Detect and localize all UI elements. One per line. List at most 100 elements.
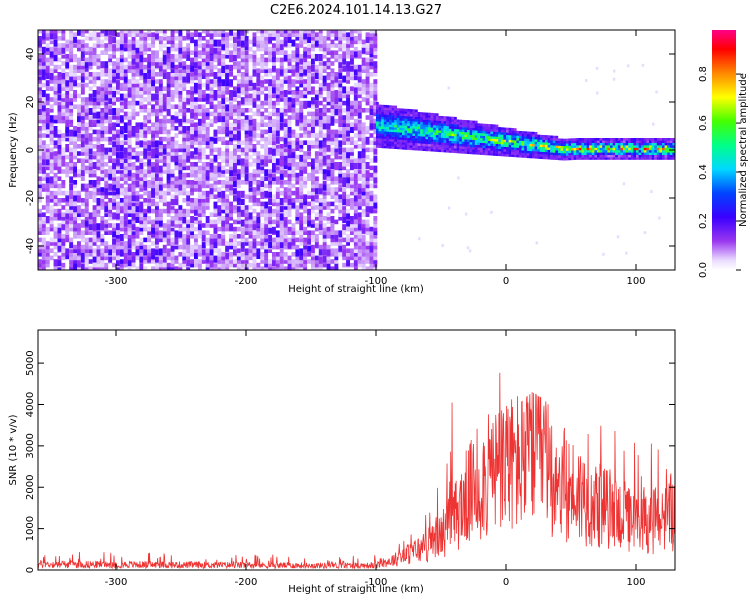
spectrogram-cell — [170, 68, 175, 73]
spectrogram-cell — [104, 72, 109, 77]
spectrogram-cell — [65, 115, 70, 120]
spectrogram-cell — [201, 129, 206, 135]
spectrogram-cell — [264, 93, 269, 101]
spectrogram-cell — [147, 100, 152, 106]
spectrogram-cell — [318, 169, 323, 174]
spectrogram-cell — [69, 72, 74, 77]
spectrogram-cell — [318, 111, 323, 117]
spectrogram-cell — [119, 198, 124, 203]
spectrogram-cell — [116, 61, 120, 66]
spectrogram-cell — [190, 162, 194, 167]
spectrogram-cell — [41, 252, 46, 257]
spectrogram-cell — [139, 172, 144, 178]
spectrogram-cell — [248, 100, 253, 106]
spectrogram-cell — [602, 252, 605, 256]
spectrogram-cell — [143, 39, 148, 45]
spectrogram-cell — [131, 64, 136, 70]
spectrogram-cell — [353, 248, 358, 253]
spectrogram-cell — [322, 61, 327, 66]
spectrogram-cell — [116, 144, 120, 151]
spectrogram-cell — [209, 144, 214, 149]
spectrogram-cell — [38, 151, 42, 156]
spectrogram-cell — [155, 126, 159, 131]
spectrogram-cell — [61, 111, 66, 117]
spectrogram-cell — [147, 226, 152, 232]
spectrogram-cell — [225, 147, 230, 153]
spectrogram-cell — [155, 162, 159, 167]
spectrogram-cell — [311, 104, 315, 109]
spectrogram-cell — [299, 82, 304, 88]
spectrogram-cell — [108, 36, 113, 41]
spectrogram-cell — [244, 165, 249, 173]
spectrogram-cell — [139, 75, 144, 81]
spectrogram-cell — [158, 93, 163, 99]
spectrogram-cell — [318, 147, 323, 153]
spectrogram-cell — [147, 61, 152, 69]
spectrogram-cell — [119, 50, 124, 55]
spectrogram-cell — [69, 136, 74, 142]
spectrogram-cell — [84, 241, 89, 246]
spectrogram-cell — [225, 226, 230, 232]
spectrogram-cell — [112, 158, 116, 163]
spectrogram-cell — [342, 244, 347, 250]
spectrogram-cell — [84, 208, 89, 214]
spectrogram-cell — [361, 208, 366, 214]
spectrogram-cell — [190, 234, 194, 239]
spectrogram-cell — [350, 126, 354, 133]
spectrogram-cell — [376, 140, 379, 143]
spectrogram-cell — [201, 230, 206, 235]
spectrogram-cell — [170, 115, 175, 120]
spectrogram-cell — [616, 235, 620, 239]
spectrogram-cell — [100, 136, 105, 142]
spectrogram-cell — [361, 165, 366, 171]
spectrogram-cell — [88, 100, 93, 106]
spectrogram-cell — [65, 169, 70, 174]
spectrogram-cell — [182, 115, 187, 123]
spectrogram-cell — [131, 129, 136, 137]
spectrogram-cell — [287, 140, 292, 145]
spectrogram-cell — [38, 176, 42, 181]
spectrogram-cell — [158, 46, 163, 52]
spectrogram-cell — [61, 97, 66, 102]
spectrogram-cell — [361, 151, 366, 159]
spectrogram-cell — [318, 219, 323, 225]
spectrogram-cell — [229, 208, 233, 214]
spectrogram-cell — [252, 172, 257, 178]
spectrogram-cell — [260, 223, 265, 228]
spectrogram-cell — [229, 244, 233, 250]
spectrogram-cell — [38, 30, 42, 34]
spectrogram-cell — [229, 234, 233, 239]
spectrogram-cell — [139, 151, 144, 156]
spectrogram-cell — [194, 252, 198, 259]
spectrogram-cell — [326, 140, 331, 145]
spectrogram-cell — [178, 266, 183, 270]
spectrogram-cell — [240, 90, 245, 95]
spectrogram-cell — [283, 259, 288, 264]
spectrogram-cell — [240, 61, 245, 66]
spectrogram-cell — [147, 129, 152, 135]
spectrogram-cell — [287, 43, 292, 48]
spectrogram-cell — [143, 198, 148, 203]
spectrogram-cell — [77, 266, 81, 270]
spectrogram-cell — [197, 126, 202, 131]
spectrogram-cell — [425, 119, 429, 123]
spectrogram-cell — [49, 194, 54, 199]
spectrogram-cell — [69, 115, 74, 120]
spectrogram-cell — [287, 241, 292, 249]
spectrogram-cell — [365, 82, 370, 88]
spectrogram-cell — [112, 90, 116, 97]
spectrogram-cell — [201, 104, 206, 109]
spectrogram-cell — [201, 108, 206, 113]
spectrogram-cell — [338, 86, 343, 91]
spectrogram-cell — [139, 162, 144, 169]
spectrogram-cell — [61, 54, 66, 59]
spectrogram-cell — [217, 93, 222, 99]
spectrogram-cell — [61, 180, 66, 185]
spectrogram-cell — [151, 165, 155, 173]
spectrogram-cell — [147, 111, 152, 117]
spectrogram-cell — [272, 165, 276, 173]
spectrogram-cell — [155, 248, 159, 256]
spectrogram-cell — [209, 255, 214, 261]
spectrogram-cell — [158, 97, 163, 102]
spectrogram-cell — [299, 194, 304, 199]
